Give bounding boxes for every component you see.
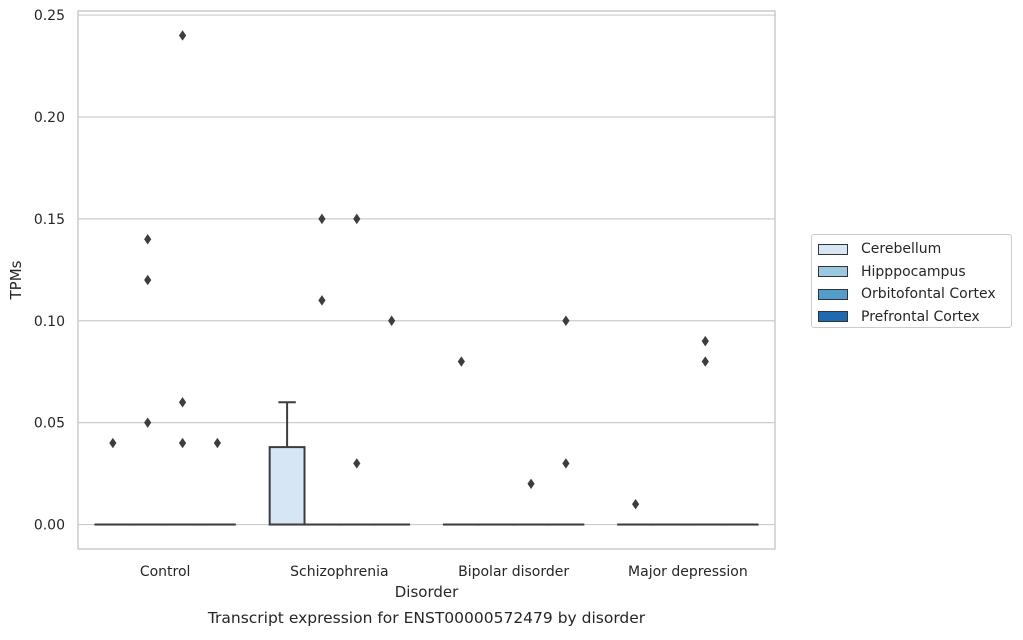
x-axis-label: Disorder bbox=[395, 583, 459, 601]
legend-item-orbitofrontal-cortex: Orbitofontal Cortex bbox=[818, 283, 1011, 306]
box-body bbox=[270, 447, 305, 524]
y-tick-label: 0.25 bbox=[34, 8, 65, 24]
y-axis-label: TPMs bbox=[7, 260, 25, 300]
plot-area bbox=[78, 11, 775, 549]
legend-label: Orbitofontal Cortex bbox=[861, 286, 996, 302]
legend-item-cerebellum: Cerebellum bbox=[818, 238, 1011, 261]
x-tick-label: Bipolar disorder bbox=[458, 564, 569, 580]
y-tick-label: 0.20 bbox=[34, 110, 65, 126]
legend-item-hippocampus: Hipppocampus bbox=[818, 261, 1011, 284]
legend-label: Prefrontal Cortex bbox=[861, 309, 980, 325]
y-tick-label: 0.00 bbox=[34, 518, 65, 534]
legend-item-prefrontal-cortex: Prefrontal Cortex bbox=[818, 306, 1011, 329]
legend-swatch-prefrontal-cortex bbox=[818, 311, 848, 322]
y-tick-label: 0.10 bbox=[34, 314, 65, 330]
chart-title: Transcript expression for ENST0000057247… bbox=[207, 609, 646, 627]
x-tick-label: Control bbox=[140, 564, 191, 580]
y-tick-label: 0.05 bbox=[34, 416, 65, 432]
legend-label: Hipppocampus bbox=[861, 264, 966, 280]
legend-swatch-cerebellum bbox=[818, 244, 848, 255]
legend-label: Cerebellum bbox=[861, 241, 941, 257]
y-tick-label: 0.15 bbox=[34, 212, 65, 228]
legend-swatch-orbitofrontal-cortex bbox=[818, 289, 848, 300]
x-tick-label: Major depression bbox=[628, 564, 748, 580]
legend: Cerebellum Hipppocampus Orbitofontal Cor… bbox=[811, 234, 1012, 328]
legend-swatch-hippocampus bbox=[818, 266, 848, 277]
x-tick-label: Schizophrenia bbox=[290, 564, 388, 580]
